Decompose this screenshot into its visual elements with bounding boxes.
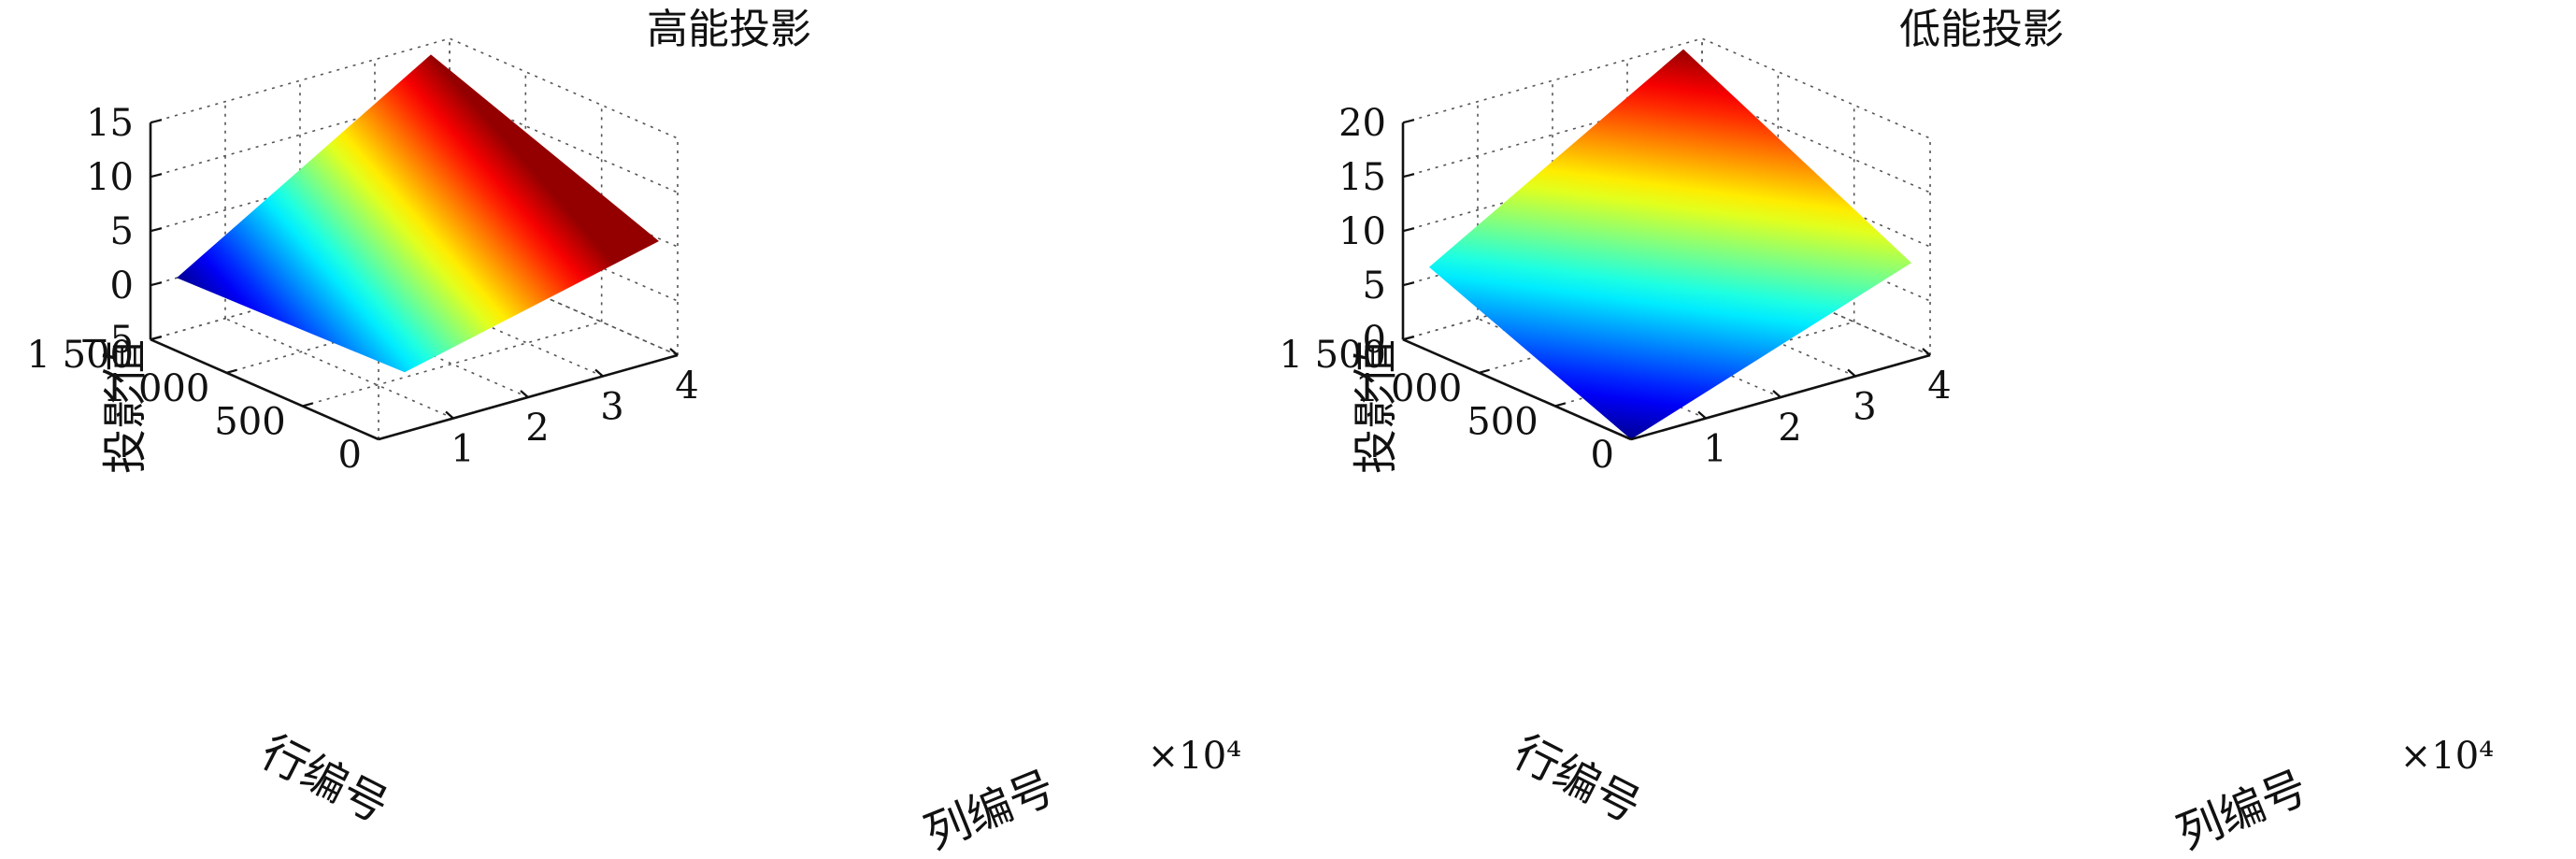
y-tick	[378, 435, 390, 441]
z-tick-label: 20	[1338, 102, 1386, 145]
z-tick-label: −5	[79, 319, 134, 362]
grid-line	[1402, 37, 1931, 139]
grid-line	[150, 254, 451, 340]
y-tick-label: 1 000	[103, 367, 210, 410]
y-tick	[1402, 336, 1414, 341]
z-tick	[150, 281, 163, 287]
x-axis-label: 列编号	[918, 761, 1063, 859]
y-tick	[226, 368, 237, 374]
z-tick-label: 0	[1363, 319, 1386, 362]
grid-line	[150, 92, 679, 193]
plot-title: 高能投影	[647, 6, 811, 53]
y-tick-label: 1 500	[26, 334, 134, 377]
z-tick	[1402, 227, 1415, 233]
z-tick-label: 5	[110, 210, 134, 253]
x-tick-label: 3	[600, 386, 623, 429]
surface	[1429, 49, 1911, 439]
x-tick-label: 2	[1778, 407, 1801, 450]
y-axis-label: 行编号	[252, 725, 396, 833]
x-tick	[1922, 348, 1931, 356]
x-tick	[520, 390, 529, 398]
y-tick	[1479, 368, 1490, 374]
z-axis-label: 投影值	[99, 339, 151, 474]
x-tick-label: 4	[675, 365, 698, 408]
x-tick	[1697, 410, 1707, 420]
grid-line	[150, 37, 679, 139]
z-tick	[150, 119, 163, 124]
z-tick	[150, 227, 163, 233]
y-tick-label: 0	[1591, 434, 1614, 477]
y-tick	[150, 336, 162, 341]
z-tick	[1402, 119, 1415, 124]
x-tick	[594, 368, 604, 378]
x-tick-label: 4	[1927, 365, 1951, 408]
grid-line	[1402, 146, 1931, 248]
z-tick-label: 15	[1338, 156, 1386, 199]
x-axis-label: 列编号	[2170, 761, 2315, 859]
grid-line	[1402, 92, 1931, 193]
y-tick-label: 0	[338, 434, 362, 477]
grid-line	[1402, 254, 1703, 340]
y-tick-label: 1 500	[1279, 334, 1386, 377]
x-tick-label: 3	[1853, 386, 1876, 429]
y-tick-label: 1 000	[1355, 367, 1463, 410]
y-tick-label: 500	[214, 400, 285, 443]
grid-line	[1479, 288, 1779, 374]
y-tick	[302, 402, 313, 408]
grid-line	[226, 288, 526, 374]
z-tick	[1402, 173, 1415, 179]
y-axis	[1402, 338, 1632, 441]
surface	[177, 54, 659, 373]
y-axis	[150, 338, 379, 441]
z-tick-label: 10	[86, 156, 134, 199]
z-tick-label: 10	[1338, 210, 1386, 253]
x-tick	[1772, 390, 1782, 398]
x-tick	[1847, 368, 1856, 378]
z-axis-label: 投影值	[1350, 339, 1402, 474]
x-exponent-label: ×10⁴	[2400, 735, 2494, 778]
z-tick-label: 0	[110, 265, 134, 308]
y-axis-label: 行编号	[1505, 725, 1649, 833]
grid-line	[150, 146, 679, 248]
x-tick-label: 1	[451, 428, 474, 471]
z-tick-label: 5	[1363, 265, 1386, 308]
x-tick-label: 2	[525, 407, 549, 450]
grid-line	[302, 321, 602, 408]
plot-title: 低能投影	[1899, 6, 2064, 53]
z-tick	[150, 173, 163, 179]
x-exponent-label: ×10⁴	[1148, 735, 1241, 778]
y-tick-label: 500	[1467, 400, 1538, 443]
x-tick-label: 1	[1703, 428, 1726, 471]
z-tick	[1402, 281, 1415, 287]
x-tick	[445, 410, 454, 420]
y-tick	[1630, 435, 1642, 441]
z-tick-label: 15	[86, 102, 134, 145]
x-tick	[669, 348, 679, 356]
y-tick	[1554, 402, 1566, 408]
